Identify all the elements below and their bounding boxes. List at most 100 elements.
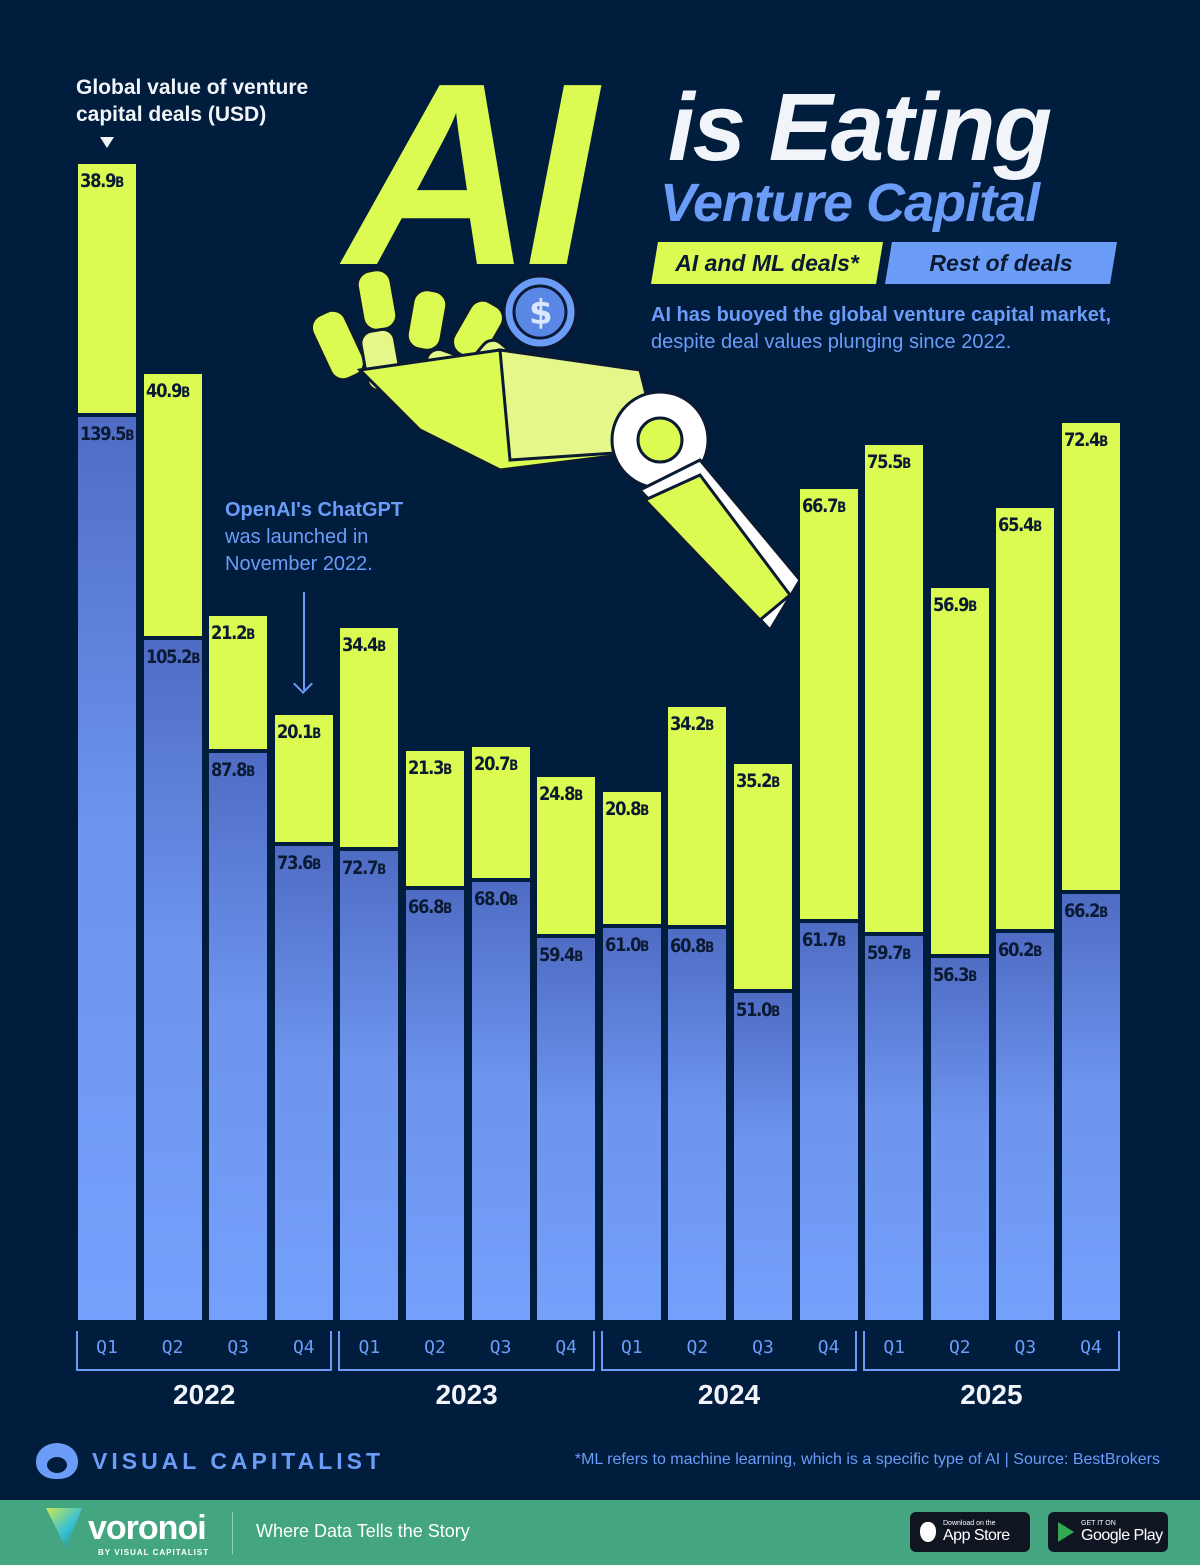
- segment-ai-ml-deals: 21.3B: [404, 749, 466, 888]
- segment-ai-ml-deals: 65.4B: [994, 505, 1057, 931]
- segment-rest-of-deals: 139.5B: [76, 415, 138, 1322]
- visual-capitalist-logo: VISUAL CAPITALIST: [36, 1443, 384, 1479]
- annotation-regular: was launched in November 2022.: [225, 526, 373, 575]
- quarter-label: Q1: [883, 1337, 906, 1358]
- footnote-source: *ML refers to machine learning, which is…: [574, 1451, 1160, 1468]
- segment-rest-of-deals: 56.3B: [928, 956, 991, 1322]
- bar-2023-q4: 59.4B 24.8B: [535, 774, 598, 1322]
- quarter-label: Q3: [489, 1337, 512, 1358]
- segment-rest-of-deals: 87.8B: [207, 751, 270, 1322]
- value-label: 38.9B: [80, 170, 125, 193]
- google-play-small: GET IT ON: [1081, 1519, 1116, 1527]
- segment-ai-ml-deals: 40.9B: [141, 372, 204, 639]
- bar-2025-q4: 66.2B 72.4B: [1060, 421, 1122, 1322]
- bar-2022-q2: 105.2B 40.9B: [141, 372, 204, 1322]
- quarter-label: Q4: [1080, 1337, 1102, 1358]
- voronoi-wordmark: voronoi: [88, 1508, 207, 1547]
- app-store-small: Download on the: [943, 1519, 996, 1527]
- segment-rest-of-deals: 72.7B: [338, 849, 401, 1322]
- segment-ai-ml-deals: 20.1B: [272, 712, 335, 844]
- value-label: 56.3B: [932, 964, 978, 987]
- voronoi-logo[interactable]: voronoi BY VISUAL CAPITALIST: [46, 1508, 208, 1557]
- value-label: 35.2B: [736, 769, 781, 792]
- value-label: 65.4B: [998, 513, 1043, 536]
- bar-2024-q3: 51.0B 35.2B: [732, 761, 794, 1322]
- bar-2023-q1: 72.7B 34.4B: [338, 625, 401, 1322]
- year-bracket: [863, 1331, 1120, 1371]
- quarter-label: Q3: [752, 1337, 774, 1358]
- google-play-icon: [1058, 1522, 1074, 1542]
- segment-ai-ml-deals: 20.7B: [469, 745, 532, 880]
- apple-icon: [920, 1522, 936, 1542]
- google-play-button[interactable]: GET IT ON Google Play: [1048, 1512, 1168, 1552]
- subtitle-bold: AI has buoyed the global venture capital…: [651, 304, 1112, 326]
- year-label: 2023: [435, 1379, 498, 1410]
- quarter-label: Q2: [424, 1337, 446, 1358]
- value-label: 105.2B: [145, 646, 201, 669]
- quarter-label: Q1: [620, 1337, 643, 1358]
- value-label: 21.2B: [211, 621, 256, 644]
- segment-rest-of-deals: 66.8B: [404, 887, 466, 1322]
- bar-2022-q1: 139.5B 38.9B: [76, 162, 138, 1322]
- bar-2022-q4: 73.6B 20.1B: [272, 712, 335, 1322]
- segment-ai-ml-deals: 34.2B: [666, 704, 729, 927]
- segment-rest-of-deals: 61.7B: [797, 920, 860, 1322]
- footer-divider: [232, 1512, 233, 1554]
- segment-ai-ml-deals: 75.5B: [863, 443, 926, 934]
- voronoi-by-line: BY VISUAL CAPITALIST: [98, 1548, 210, 1557]
- value-label: 56.9B: [932, 594, 978, 617]
- segment-rest-of-deals: 59.4B: [535, 935, 598, 1322]
- value-label: 139.5B: [80, 423, 135, 446]
- segment-ai-ml-deals: 35.2B: [732, 761, 794, 991]
- value-label: 66.7B: [801, 495, 846, 518]
- value-label: 66.2B: [1064, 899, 1109, 922]
- legend-ai-ml-deals: AI and ML deals*: [651, 242, 883, 284]
- value-label: 59.4B: [539, 943, 584, 966]
- quarter-label: Q1: [358, 1337, 381, 1358]
- segment-rest-of-deals: 68.0B: [469, 880, 532, 1322]
- quarter-label: Q4: [292, 1337, 315, 1358]
- segment-rest-of-deals: 73.6B: [272, 843, 335, 1322]
- value-label: 68.0B: [473, 888, 518, 910]
- app-store-button[interactable]: Download on the App Store: [910, 1512, 1030, 1552]
- segment-ai-ml-deals: 38.9B: [76, 162, 138, 416]
- voronoi-mark-icon: [46, 1508, 82, 1548]
- segment-ai-ml-deals: 21.2B: [207, 613, 270, 752]
- value-label: 20.1B: [276, 720, 322, 743]
- visual-capitalist-mark-icon: [36, 1443, 78, 1479]
- value-label: 21.3B: [408, 757, 453, 780]
- segment-ai-ml-deals: 34.4B: [338, 625, 401, 850]
- segment-rest-of-deals: 105.2B: [141, 638, 204, 1322]
- segment-rest-of-deals: 51.0B: [732, 990, 794, 1322]
- legend-rest-of-deals: Rest of deals: [885, 242, 1117, 284]
- down-triangle-icon: [100, 137, 114, 148]
- value-label: 61.7B: [801, 928, 846, 951]
- value-label: 60.8B: [670, 934, 715, 957]
- segment-ai-ml-deals: 66.7B: [797, 487, 860, 921]
- segment-rest-of-deals: 59.7B: [863, 933, 926, 1322]
- segment-ai-ml-deals: 72.4B: [1060, 421, 1122, 892]
- bar-2022-q3: 87.8B 21.2B: [207, 613, 270, 1322]
- segment-rest-of-deals: 61.0B: [600, 925, 663, 1322]
- quarter-label: Q2: [161, 1337, 184, 1358]
- segment-ai-ml-deals: 56.9B: [928, 586, 991, 957]
- brand-name: VISUAL CAPITALIST: [92, 1447, 385, 1474]
- year-label: 2022: [173, 1379, 236, 1410]
- value-label: 20.7B: [473, 753, 518, 776]
- year-label: 2024: [697, 1379, 761, 1410]
- year-bracket: [338, 1331, 595, 1371]
- bar-2025-q3: 60.2B 65.4B: [994, 505, 1057, 1322]
- segment-ai-ml-deals: 20.8B: [600, 790, 663, 926]
- quarter-label: Q2: [948, 1337, 971, 1358]
- segment-rest-of-deals: 60.2B: [994, 930, 1057, 1322]
- quarter-label: Q4: [817, 1337, 840, 1358]
- title-line2: Venture Capital: [660, 173, 1040, 233]
- subtitle-regular: despite deal values plunging since 2022.: [651, 331, 1012, 353]
- stacked-bar-chart: 139.5B 38.9B 105.2B 40.9B 87.8B 21.2B 73.6B 20.…: [76, 0, 1126, 1322]
- year-bracket: [76, 1331, 333, 1371]
- value-label: 24.8B: [539, 782, 584, 805]
- title-ai: AI: [345, 30, 597, 320]
- y-axis-label: Global value of venture capital deals (U…: [76, 76, 309, 126]
- segment-ai-ml-deals: 24.8B: [535, 774, 598, 936]
- footer-bar: voronoi BY VISUAL CAPITALIST Where Data …: [0, 1500, 1200, 1565]
